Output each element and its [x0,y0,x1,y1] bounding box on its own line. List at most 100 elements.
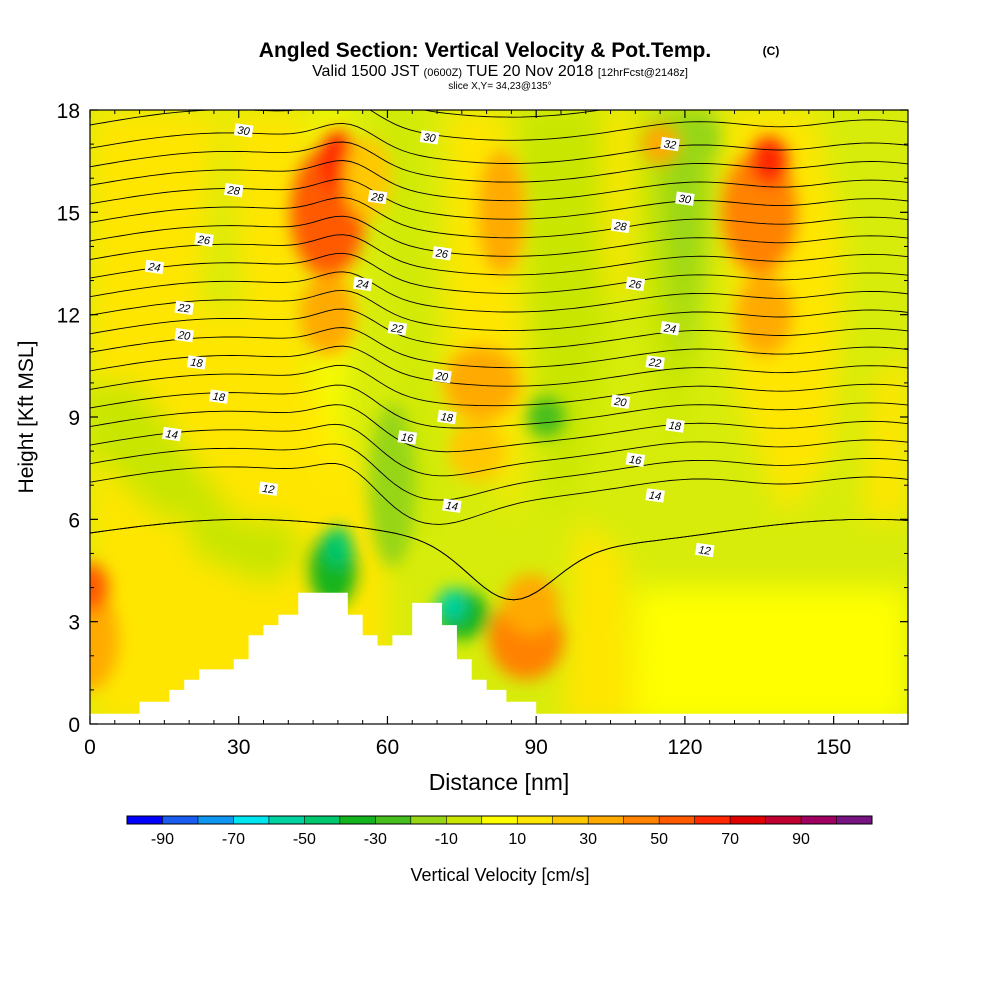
theta-contour-label: 18 [209,389,229,405]
x-axis-label: Distance [nm] [429,769,570,795]
velocity-core [299,273,357,356]
velocity-core [90,587,119,690]
theta-contour-label: 28 [367,189,388,205]
chart-title: Angled Section: Vertical Velocity & Pot.… [259,39,711,62]
velocity-region [635,587,908,724]
y-tick-label: 9 [68,407,80,430]
theta-contour-label: 26 [432,246,452,261]
slice-label: slice X,Y= 34,23@135° [448,81,551,92]
theta-contour-line [90,364,908,407]
colorbar-swatch [659,816,695,824]
theta-contour-label: 20 [610,394,631,410]
theta-contour-line [90,197,908,239]
theta-contour-label: 12 [258,481,279,497]
colorbar-label: Vertical Velocity [cm/s] [410,865,589,885]
velocity-core [641,123,679,165]
colorbar-swatch [197,816,234,824]
svg-text:16: 16 [628,454,643,468]
theta-contour-label: 22 [387,321,408,336]
theta-contour-line [421,110,605,118]
theta-contour-label: 24 [144,259,165,275]
y-tick-label: 18 [57,100,80,123]
velocity-region [516,110,606,520]
colorbar-swatch [623,816,660,824]
velocity-core [344,137,392,220]
svg-text:30: 30 [237,125,252,139]
theta-contour-label: 12 [694,542,715,558]
theta-contour-label: 22 [645,355,665,370]
svg-text:26: 26 [196,234,212,248]
theta-contour-line [90,252,908,294]
theta-contour-line [90,289,908,332]
theta-contours [90,110,908,601]
svg-text:22: 22 [647,356,662,370]
theta-contour-line [90,327,908,369]
colorbar-tick-label: 70 [721,831,739,848]
y-tick-label: 0 [68,714,80,737]
colorbar-swatch [801,816,837,824]
svg-text:26: 26 [434,247,450,261]
colorbar-swatch [304,816,341,824]
svg-text:18: 18 [440,411,455,425]
subtitle-valid: Valid 1500 JST [312,63,420,80]
svg-text:12: 12 [261,483,275,497]
colorbar-tick-label: -90 [151,831,174,848]
velocity-core [90,563,109,613]
svg-text:28: 28 [612,220,628,234]
colorbar-swatch [446,816,483,824]
x-tick-label: 0 [84,736,96,759]
svg-text:14: 14 [165,428,179,442]
x-tick-label: 60 [376,736,399,759]
colorbar-swatch [162,816,199,824]
colorbar-swatch [339,816,376,824]
theta-contour-label: 28 [610,218,631,234]
svg-text:14: 14 [445,500,459,514]
colorbar-tick-label: 50 [650,831,668,848]
colorbar-swatch [410,816,447,824]
y-axis: 0 3 6 9 12 15 18 [57,100,908,737]
svg-text:24: 24 [355,278,370,292]
theta-contour-label: 14 [162,426,182,442]
theta-contour-label: 14 [645,488,665,504]
theta-contour-line [90,308,908,350]
velocity-region [189,519,309,588]
colorbar-swatch [730,816,766,824]
svg-text:18: 18 [212,391,227,405]
colorbar-swatch [765,816,802,824]
theta-contour-label: 30 [675,191,695,207]
colorbar-tick-label: -10 [435,831,458,848]
theta-contour-label: 18 [437,409,457,425]
theta-contour-line [90,122,908,164]
theta-contour-label: 20 [174,327,194,343]
theta-contour-line [90,345,908,387]
theta-contour-label: 30 [233,123,254,139]
svg-text:20: 20 [612,396,628,410]
y-axis-label: Height [Kft MSL] [15,341,38,494]
theta-contour-line [90,443,908,501]
y-tick-label: 15 [57,202,80,225]
colorbar: -90 -70 -50 -30 -10 10 30 50 70 90 [126,815,873,848]
theta-contour-label: 14 [442,498,462,514]
colorbar-swatch [127,816,163,824]
colorbar-swatch [481,816,518,824]
theta-contour-line [90,463,908,525]
svg-text:24: 24 [662,322,677,336]
velocity-region [655,110,715,383]
theta-contour-label: 26 [625,276,646,292]
theta-contour-line [90,234,908,276]
theta-contour-label: 18 [186,355,207,370]
svg-text:14: 14 [648,490,662,504]
svg-text:28: 28 [370,191,386,205]
svg-text:26: 26 [627,278,643,292]
plot-area: 30 28 26 24 22 20 18 18 14 12 30 28 26 24 22 20 18 16 14 32… [90,110,908,724]
svg-text:30: 30 [423,131,438,145]
chart-subtitle: Valid 1500 JST (0600Z) TUE 20 Nov 2018 [… [312,63,688,80]
colorbar-swatch [233,816,270,824]
chart-title-mark: (C) [763,44,780,58]
colorbar-tick-label: -50 [293,831,316,848]
colorbar-swatch [694,816,731,824]
theta-contour-label: 24 [660,321,680,336]
colorbar-swatch [268,816,305,824]
terrain [90,592,908,724]
